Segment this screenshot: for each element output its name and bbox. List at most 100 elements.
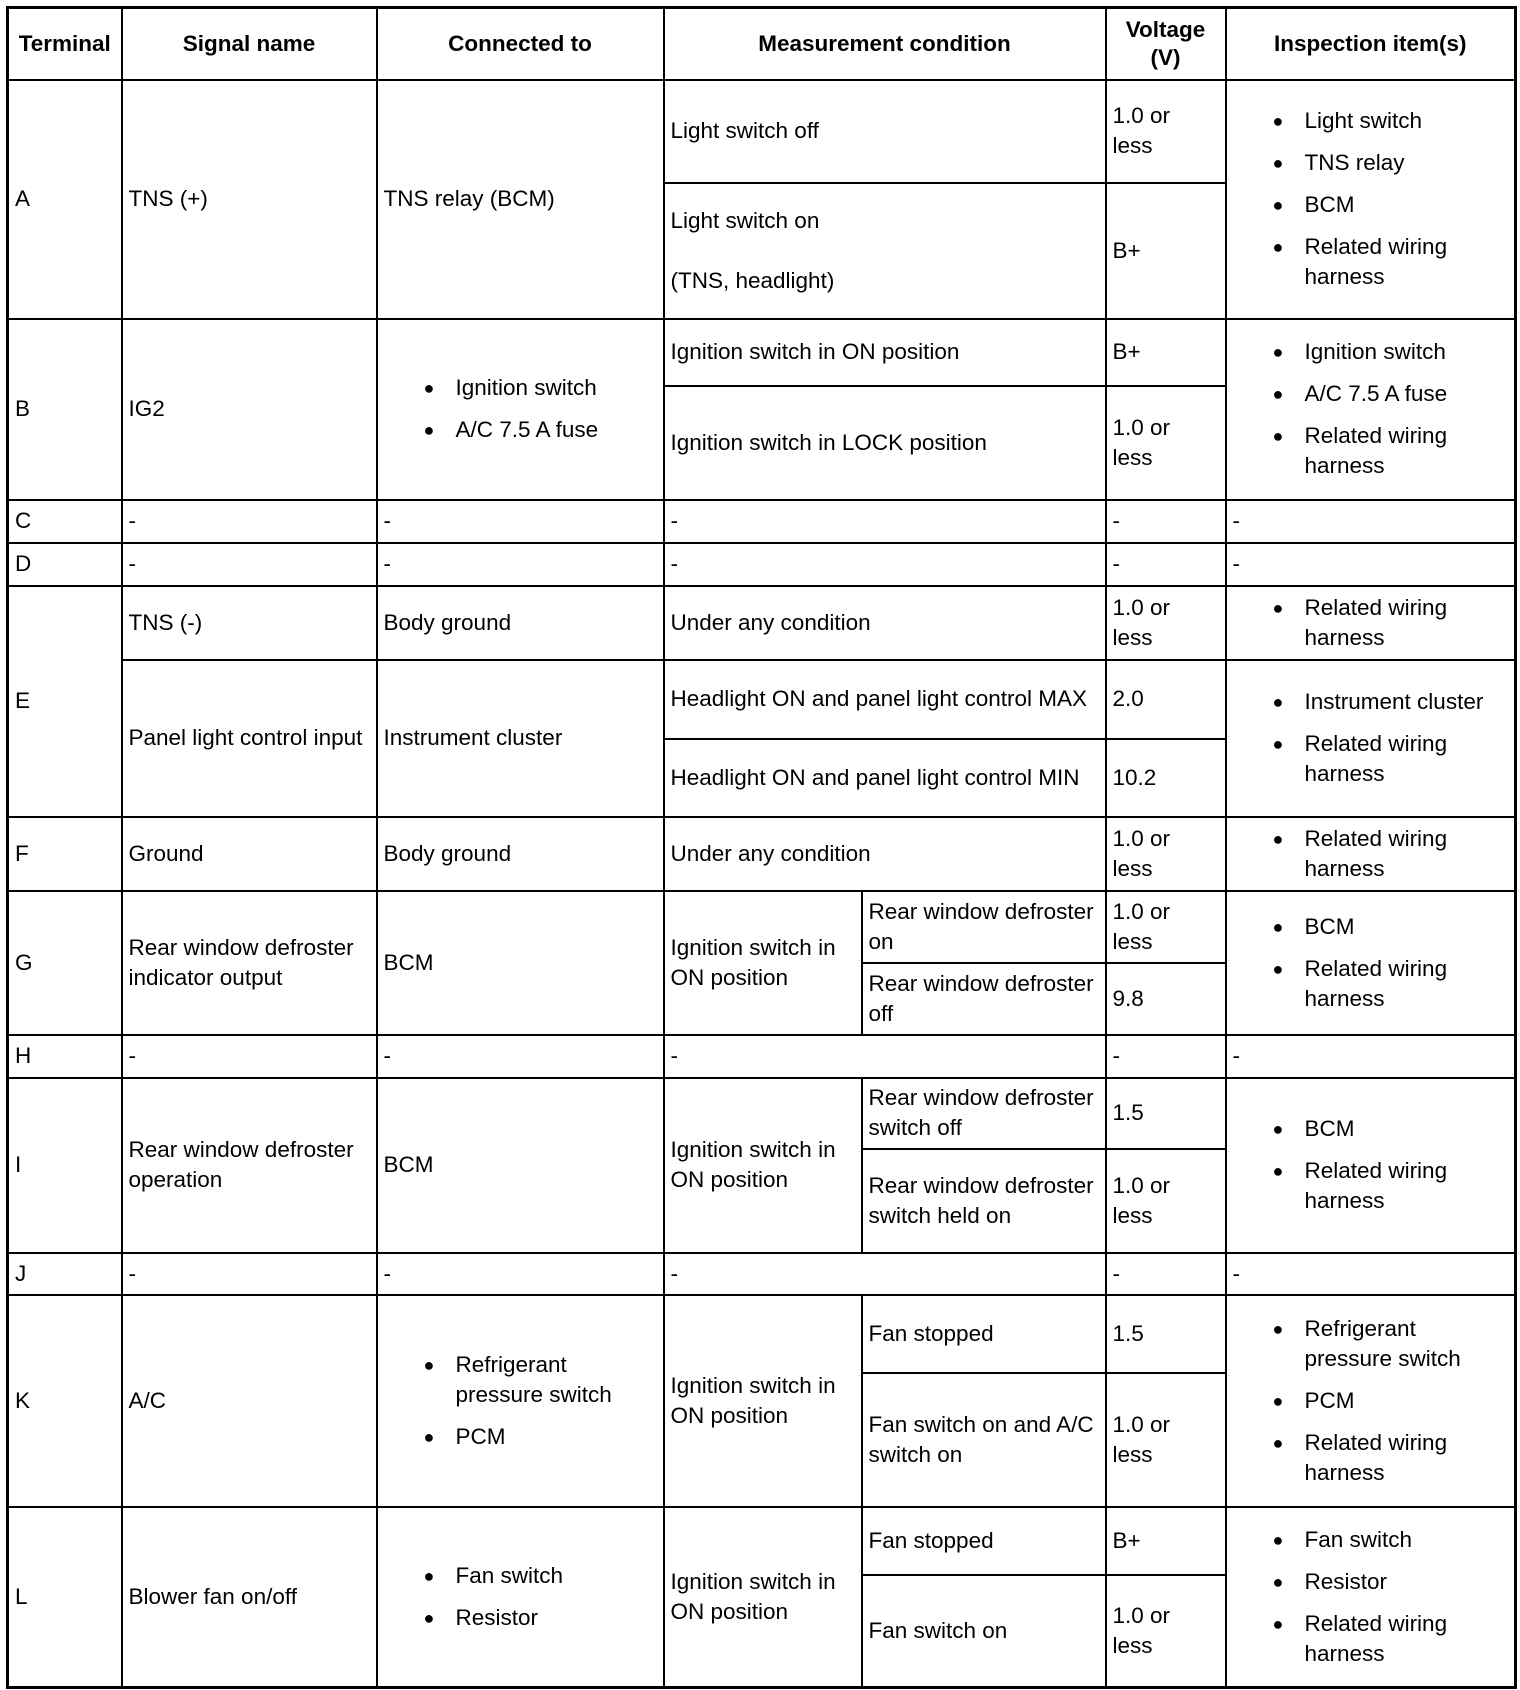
measurement-condition-cell: Rear window defroster switch held on: [860, 1147, 1107, 1254]
terminal-cell: J: [6, 1251, 123, 1296]
measurement-condition-cell: Fan stopped: [860, 1505, 1107, 1576]
connected-to-cell: Ignition switch A/C 7.5 A fuse: [375, 317, 665, 501]
voltage-cell: 1.0 or less: [1104, 384, 1227, 501]
header-inspection-items: Inspection item(s): [1224, 6, 1517, 81]
measurement-group-cell: Ignition switch in ON position: [662, 1293, 863, 1508]
measurement-condition-cell: Light switch off: [662, 78, 1107, 184]
list-item: Related wiring harness: [1233, 1428, 1509, 1488]
list-item: Related wiring harness: [1233, 421, 1509, 481]
list-item: Refrigerant pressure switch: [384, 1350, 657, 1410]
terminal-cell: F: [6, 815, 123, 892]
connected-to-cell: Instrument cluster: [375, 658, 665, 818]
signal-name-cell: -: [120, 1251, 378, 1296]
header-voltage: Voltage (V): [1104, 6, 1227, 81]
connected-to-cell: Body ground: [375, 584, 665, 661]
terminal-cell: K: [6, 1293, 123, 1508]
voltage-cell: 1.0 or less: [1104, 1573, 1227, 1689]
terminal-cell: D: [6, 541, 123, 587]
header-connected-to: Connected to: [375, 6, 665, 81]
inspection-items-cell: -: [1224, 1033, 1517, 1079]
table-row: C-----: [6, 498, 1517, 544]
measurement-condition-cell: Ignition switch in LOCK position: [662, 384, 1107, 501]
list-item: Related wiring harness: [1233, 1156, 1509, 1216]
table-row: F Ground Body ground Under any condition 1.0…: [6, 815, 1517, 892]
voltage-cell: -: [1104, 1251, 1227, 1296]
list-item: Ignition switch: [384, 373, 657, 403]
signal-name-cell: -: [120, 1033, 378, 1079]
terminal-cell: L: [6, 1505, 123, 1689]
header-terminal: Terminal: [6, 6, 123, 81]
signal-name-cell: Rear window defroster operation: [120, 1076, 378, 1254]
header-signal-name: Signal name: [120, 6, 378, 81]
list-item: A/C 7.5 A fuse: [1233, 379, 1509, 409]
header-row: Terminal Signal name Connected to Measur…: [6, 6, 1517, 81]
inspection-items-cell: Ignition switch A/C 7.5 A fuse Related wir…: [1224, 317, 1517, 501]
signal-name-cell: -: [120, 498, 378, 544]
table-row: Fan switch on 1.0 or less: [8, 1573, 1516, 1689]
list-item: Refrigerant pressure switch: [1233, 1314, 1509, 1374]
terminal-inspection-table: Terminal Signal name Connected to Measur…: [6, 6, 1518, 1689]
connected-to-cell: -: [375, 541, 665, 587]
voltage-cell: 1.0 or less: [1104, 1147, 1227, 1254]
list-item: Resistor: [1233, 1567, 1509, 1597]
inspection-items-cell: Fan switch Resistor Related wiring harness: [1224, 1505, 1517, 1689]
connected-to-cell-list: Ignition switch A/C 7.5 A fuse: [384, 367, 657, 451]
measurement-condition-cell: Headlight ON and panel light control MAX: [662, 658, 1107, 740]
measurement-group-cell: Ignition switch in ON position: [662, 1505, 863, 1689]
inspection-items-cell-list: Related wiring harness: [1233, 819, 1509, 889]
inspection-items-cell-list: Light switch TNS relay BCM Related wiring h…: [1233, 100, 1509, 298]
list-item: Resistor: [384, 1603, 657, 1633]
list-item: BCM: [1233, 912, 1509, 942]
list-item: Related wiring harness: [1233, 1609, 1509, 1669]
inspection-items-cell: -: [1224, 541, 1517, 587]
connected-to-cell: Refrigerant pressure switch PCM: [375, 1293, 665, 1508]
voltage-cell: 1.0 or less: [1104, 78, 1227, 184]
header-measurement-condition: Measurement condition: [662, 6, 1107, 81]
inspection-items-cell: BCM Related wiring harness: [1224, 1076, 1517, 1254]
terminal-cell: A: [6, 78, 123, 320]
list-item: Related wiring harness: [1233, 954, 1509, 1014]
measurement-condition-cell: Headlight ON and panel light control MIN: [662, 737, 1107, 818]
table-row: Light switch on (TNS, headlight) B+: [8, 181, 1516, 320]
connected-to-cell: Fan switch Resistor: [375, 1505, 665, 1689]
signal-name-cell: Rear window defroster indicator output: [120, 889, 378, 1036]
voltage-cell: -: [1104, 541, 1227, 587]
inspection-items-cell-list: Instrument cluster Related wiring harness: [1233, 681, 1509, 795]
voltage-cell: B+: [1104, 1505, 1227, 1576]
measurement-condition-cell: -: [662, 1251, 1107, 1296]
table-row: Rear window defroster switch held on 1.0 …: [8, 1147, 1516, 1254]
list-item: PCM: [1233, 1386, 1509, 1416]
connected-to-cell-list: Refrigerant pressure switch PCM: [384, 1344, 657, 1458]
connected-to-cell: -: [375, 1033, 665, 1079]
inspection-items-cell: Light switch TNS relay BCM Related wiring h…: [1224, 78, 1517, 320]
list-item: Ignition switch: [1233, 337, 1509, 367]
inspection-items-cell-list: BCM Related wiring harness: [1233, 1108, 1509, 1222]
terminal-cell: C: [6, 498, 123, 544]
terminal-cell: H: [6, 1033, 123, 1079]
voltage-cell: 10.2: [1104, 737, 1227, 818]
list-item: Instrument cluster: [1233, 687, 1509, 717]
voltage-cell: -: [1104, 1033, 1227, 1079]
measurement-condition-cell: -: [662, 498, 1107, 544]
table-row: Ignition switch in LOCK position 1.0 or l…: [8, 384, 1516, 501]
signal-name-cell: -: [120, 541, 378, 587]
measurement-condition-cell: Fan switch on: [860, 1573, 1107, 1689]
connected-to-cell: BCM: [375, 1076, 665, 1254]
measurement-condition-cell: Rear window defroster on: [860, 889, 1107, 964]
voltage-cell: 9.8: [1104, 961, 1227, 1036]
inspection-items-cell: Related wiring harness: [1224, 584, 1517, 661]
table-row: E TNS (-) Body ground Under any condition 1.…: [6, 584, 1517, 818]
voltage-cell: 1.5: [1104, 1076, 1227, 1150]
list-item: Related wiring harness: [1233, 824, 1509, 884]
table-row: Rear window defroster off 9.8: [8, 961, 1516, 1036]
measurement-condition-cell: Rear window defroster off: [860, 961, 1107, 1036]
connected-to-cell-list: Fan switch Resistor: [384, 1555, 657, 1639]
table-row: Headlight ON and panel light control MIN…: [8, 737, 1516, 818]
list-item: PCM: [384, 1422, 657, 1452]
list-item: Related wiring harness: [1233, 729, 1509, 789]
table-row: H-----: [6, 1033, 1517, 1079]
list-item: Light switch: [1233, 106, 1509, 136]
list-item: BCM: [1233, 1114, 1509, 1144]
connected-to-cell: TNS relay (BCM): [375, 78, 665, 320]
measurement-condition-cell: Fan switch on and A/C switch on: [860, 1371, 1107, 1508]
